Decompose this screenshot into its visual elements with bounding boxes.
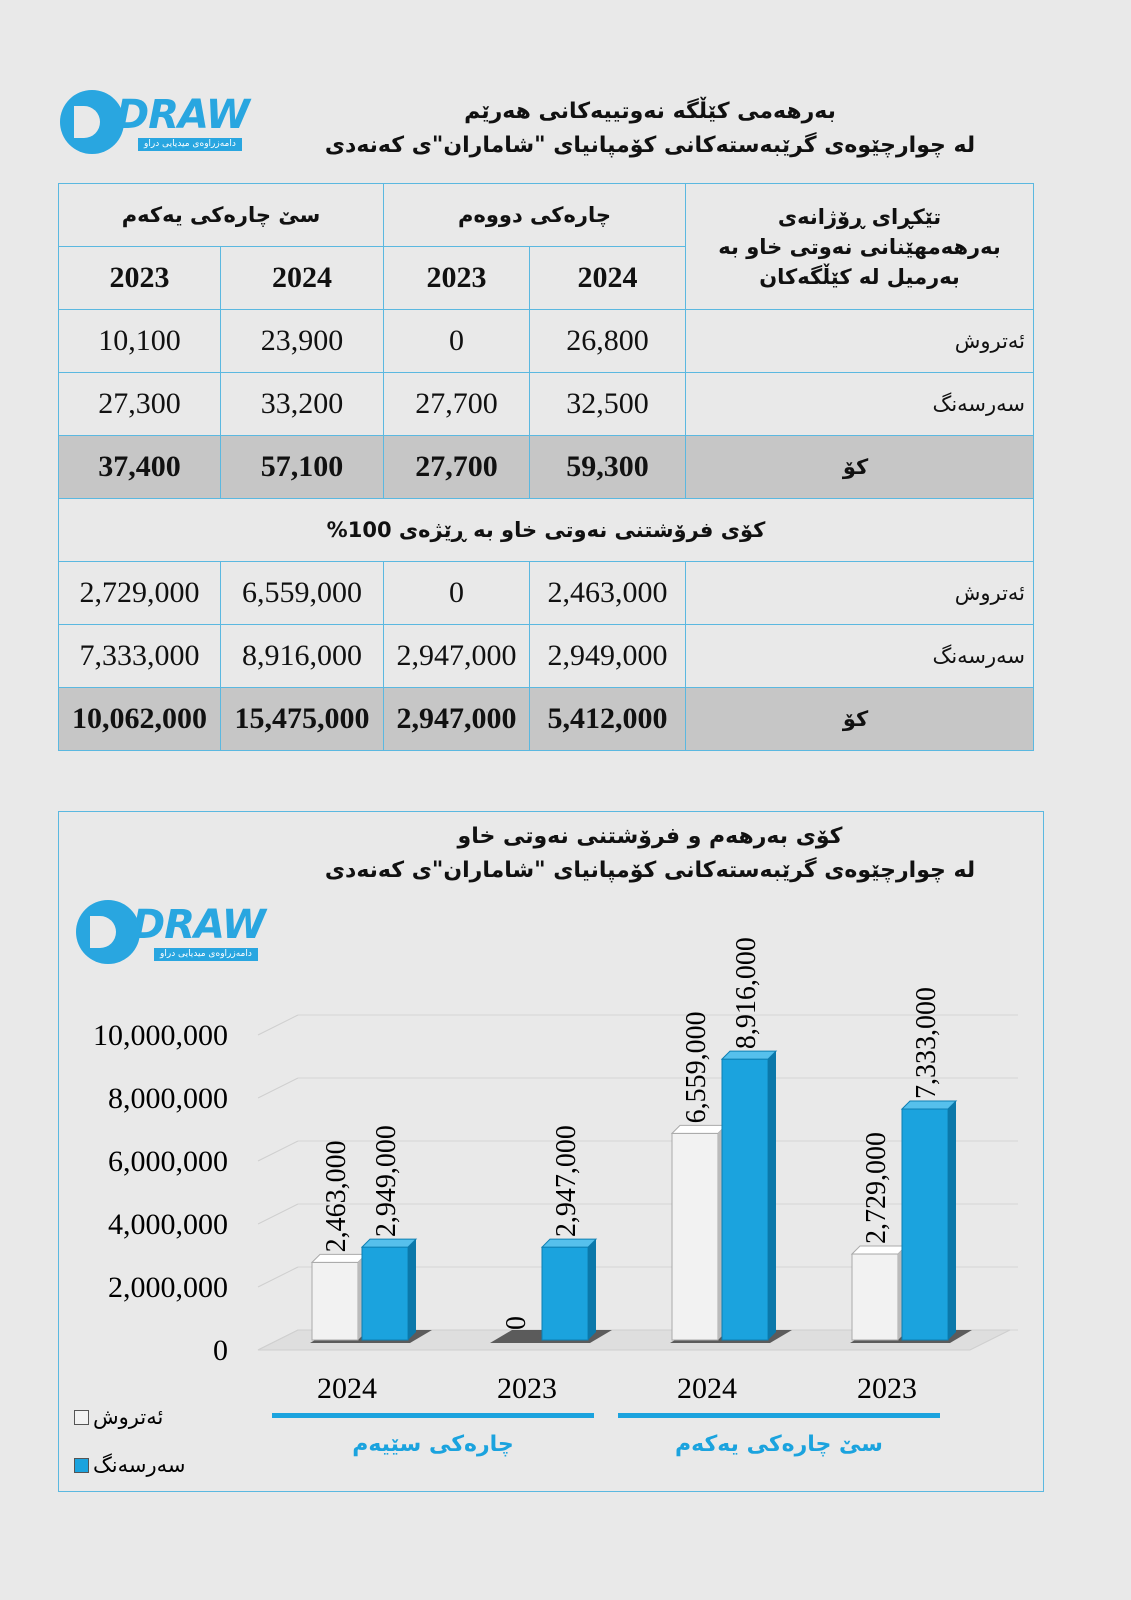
- x-tick-label: 2023: [497, 1372, 557, 1405]
- bar-top: [360, 1238, 418, 1248]
- y-tick-label: 0: [213, 1334, 228, 1367]
- gridline-side: [257, 1203, 299, 1225]
- group-label: چارەکی سێیەم: [352, 1432, 514, 1457]
- cell: 59,300: [529, 435, 687, 499]
- period-header: چارەکی دووەم: [383, 183, 687, 247]
- x-tick-label: 2024: [677, 1372, 737, 1405]
- bar-side: [408, 1239, 416, 1340]
- legend-item-sarsang: سەرسەنگ: [74, 1453, 186, 1477]
- bar-top: [720, 1050, 778, 1060]
- y-tick-label: 6,000,000: [108, 1145, 228, 1178]
- cell: 10,062,000: [58, 687, 221, 751]
- chart-box: [58, 811, 1044, 1492]
- bar-top: [900, 1100, 958, 1110]
- table-row: 37,400 57,100 27,700 59,300 کۆ: [58, 435, 1035, 499]
- chart-floor: [257, 1329, 1011, 1351]
- bar-top: [540, 1238, 598, 1248]
- gridline-side: [257, 1266, 299, 1288]
- cell: 23,900: [219, 309, 385, 373]
- group-underline: [618, 1413, 940, 1418]
- y-tick-label: 8,000,000: [108, 1082, 228, 1115]
- data-label: 2,463,000: [321, 1140, 352, 1252]
- year-header: 2024: [529, 246, 687, 310]
- bar-top: [310, 1253, 368, 1263]
- cell: 2,729,000: [58, 561, 221, 625]
- cell: 33,200: [219, 372, 385, 436]
- chart-logo: DRAW دامەزراوەی میدیایی دراو: [76, 900, 266, 964]
- year-header: 2024: [219, 246, 385, 310]
- data-label: 8,916,000: [731, 937, 762, 1049]
- gridline-side: [257, 1140, 299, 1162]
- table-row: 2,729,000 6,559,000 0 2,463,000 ئەتروش: [58, 561, 1035, 625]
- cell: 37,400: [58, 435, 221, 499]
- chart-title: کۆی بەرهەم و فرۆشتنی نەوتی خاو لە چوارچێو…: [324, 824, 976, 883]
- row-header: تێکڕای ڕۆژانەی بەرهەمهێنانی نەوتی خاو بە…: [685, 183, 1035, 310]
- x-tick-label: 2023: [857, 1372, 917, 1405]
- table-row: 27,300 33,200 27,700 32,500 سەرسەنگ: [58, 372, 1035, 436]
- gridline-side: [257, 1014, 299, 1036]
- group-underline: [272, 1413, 594, 1418]
- bar: [901, 1108, 949, 1341]
- cell: 27,700: [383, 372, 531, 436]
- bar: [851, 1253, 899, 1341]
- cell: 57,100: [219, 435, 385, 499]
- data-label: 2,947,000: [551, 1125, 582, 1237]
- cell: 8,916,000: [219, 624, 385, 688]
- cell: 0: [383, 309, 531, 373]
- y-tick-label: 4,000,000: [108, 1208, 228, 1241]
- row-label: سەرسەنگ: [685, 624, 1035, 688]
- cell: 0: [383, 561, 531, 625]
- legend-item-atrush: ئەتروش: [74, 1405, 163, 1429]
- bar: [541, 1246, 589, 1341]
- data-label: 2,729,000: [861, 1132, 892, 1244]
- cell: 2,463,000: [529, 561, 687, 625]
- cell: 2,947,000: [383, 687, 531, 751]
- data-label: 0: [501, 1316, 532, 1330]
- table-title: بەرهەمی کێڵگە نەوتییەکانی هەرێم لە چوارچێ…: [324, 99, 976, 158]
- data-label: 7,333,000: [911, 987, 942, 1099]
- gridline-side: [257, 1077, 299, 1099]
- cell: 2,949,000: [529, 624, 687, 688]
- data-table: سێ چارەکی یەکەم چارەکی دووەم تێکڕای ڕۆژا…: [57, 183, 1035, 751]
- row-label: ئەتروش: [685, 561, 1035, 625]
- bar: [721, 1058, 769, 1341]
- x-tick-label: 2024: [317, 1372, 377, 1405]
- logo: DRAW دامەزراوەی میدیایی دراو: [60, 90, 250, 154]
- bar-top: [850, 1245, 908, 1255]
- year-header: 2023: [58, 246, 221, 310]
- row-label: کۆ: [685, 435, 1035, 499]
- cell: 10,100: [58, 309, 221, 373]
- table-row: 10,062,000 15,475,000 2,947,000 5,412,000 کۆ: [58, 687, 1035, 751]
- cell: 27,300: [58, 372, 221, 436]
- bar-side: [588, 1239, 596, 1340]
- cell: 26,800: [529, 309, 687, 373]
- data-label: 2,949,000: [371, 1125, 402, 1237]
- bar: [671, 1132, 719, 1341]
- row-label: کۆ: [685, 687, 1035, 751]
- bar-side: [768, 1051, 776, 1340]
- row-label: سەرسەنگ: [685, 372, 1035, 436]
- y-tick-label: 10,000,000: [93, 1019, 228, 1052]
- table-row: 7,333,000 8,916,000 2,947,000 2,949,000 سەرس…: [58, 624, 1035, 688]
- bar-top: [670, 1124, 728, 1134]
- cell: 5,412,000: [529, 687, 687, 751]
- bar: [311, 1261, 359, 1341]
- group-label: سێ چارەکی یەکەم: [675, 1432, 883, 1457]
- cell: 15,475,000: [219, 687, 385, 751]
- bar-side: [948, 1101, 956, 1340]
- bar: [361, 1246, 409, 1341]
- period-header: سێ چارەکی یەکەم: [57, 183, 385, 247]
- cell: 6,559,000: [219, 561, 385, 625]
- y-tick-label: 2,000,000: [108, 1271, 228, 1304]
- data-label: 6,559,000: [681, 1011, 712, 1123]
